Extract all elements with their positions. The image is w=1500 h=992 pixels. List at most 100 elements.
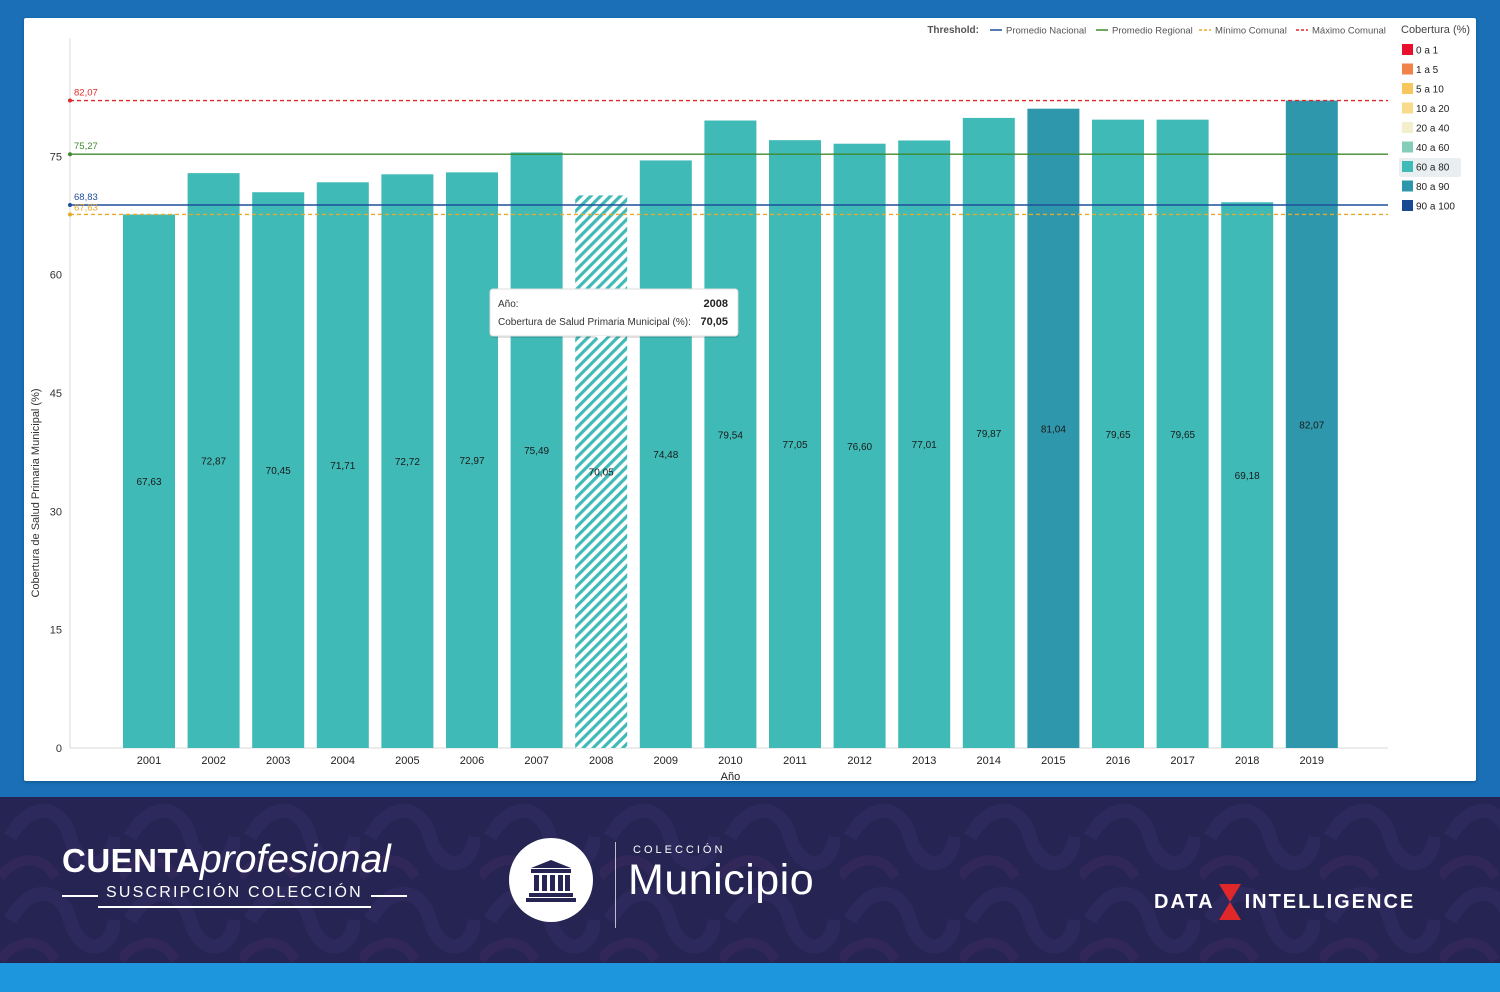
threshold-marker — [68, 203, 72, 208]
bar-2019 — [1285, 100, 1338, 748]
bar-2014 — [962, 117, 1015, 749]
color-legend-label: 80 a 90 — [1416, 182, 1450, 193]
tooltip-key: Cobertura de Salud Primaria Municipal (%… — [498, 317, 691, 328]
data-label: 70,05 — [589, 468, 614, 479]
color-legend-active-bg — [1399, 158, 1461, 177]
bar-2008 — [575, 195, 628, 749]
data-intelligence-logo: DATA INTELLIGENCE — [1154, 882, 1415, 922]
x-tick-label: 2008 — [589, 755, 613, 767]
threshold-value-label: 68,83 — [74, 192, 98, 203]
data-label: 67,63 — [136, 477, 161, 488]
data-label: 79,65 — [1170, 430, 1195, 441]
x-tick-label: 2009 — [654, 755, 678, 767]
data-label: 72,97 — [459, 456, 484, 467]
bar-2011 — [769, 140, 821, 748]
data-label: 82,07 — [1299, 420, 1324, 431]
x-tick-label: 2012 — [847, 755, 871, 767]
x-tick-label: 2010 — [718, 755, 742, 767]
threshold-marker — [68, 152, 72, 157]
x-tick-label: 2001 — [137, 755, 161, 767]
x-tick-label: 2007 — [524, 755, 548, 767]
y-tick-label: 45 — [50, 388, 62, 400]
color-legend-swatch — [1402, 200, 1413, 211]
footer-divider — [615, 842, 616, 928]
x-tick-label: 2006 — [460, 755, 484, 767]
bar-2002 — [187, 173, 240, 749]
x-tick-label: 2017 — [1170, 755, 1194, 767]
data-label: 69,18 — [1235, 471, 1260, 482]
color-legend-swatch — [1402, 122, 1413, 133]
color-legend-swatch — [1402, 102, 1413, 114]
bar-2006 — [446, 172, 498, 748]
threshold-marker — [68, 212, 72, 217]
color-legend-swatch — [1402, 161, 1413, 172]
bar-2016 — [1092, 119, 1144, 748]
tooltip-value: 2008 — [704, 298, 728, 310]
bar-2017 — [1156, 119, 1209, 748]
threshold-legend-label: Mínimo Comunal — [1215, 26, 1287, 37]
data-label: 79,65 — [1105, 430, 1130, 441]
brand-subtitle: SUSCRIPCIÓN COLECCIÓN — [98, 884, 371, 908]
bar-2015 — [1027, 108, 1080, 748]
data-label: 77,05 — [782, 440, 807, 451]
collection-label: COLECCIÓN — [633, 844, 726, 856]
y-axis-title: Cobertura de Salud Primaria Municipal (%… — [30, 388, 42, 597]
x-tick-label: 2011 — [783, 755, 807, 767]
color-legend-label: 10 a 20 — [1416, 104, 1450, 115]
threshold-value-label: 67,63 — [74, 202, 98, 213]
partner-right: INTELLIGENCE — [1244, 890, 1416, 913]
data-label: 72,87 — [201, 457, 226, 468]
color-legend-swatch — [1402, 83, 1413, 94]
color-legend-label: 0 a 1 — [1416, 46, 1439, 57]
color-legend-title: Cobertura (%) — [1401, 24, 1470, 36]
threshold-value-label: 82,07 — [74, 88, 98, 99]
color-legend-label: 40 a 60 — [1416, 143, 1450, 154]
color-legend-label: 1 a 5 — [1416, 65, 1439, 76]
data-label: 72,72 — [395, 457, 420, 468]
color-legend-label: 60 a 80 — [1416, 163, 1450, 174]
brand-bold: CUENTA — [62, 842, 201, 879]
y-tick-label: 75 — [50, 151, 62, 163]
bar-2005 — [381, 174, 434, 748]
footer-banner — [0, 797, 1500, 963]
bar-2012 — [833, 143, 886, 748]
footer-pattern — [0, 797, 1500, 963]
bar-2013 — [898, 140, 951, 748]
x-tick-label: 2002 — [201, 755, 225, 767]
data-label: 70,45 — [266, 466, 291, 477]
color-legend-label: 20 a 40 — [1416, 124, 1450, 135]
x-tick-label: 2018 — [1235, 755, 1259, 767]
cuenta-profesional-logo: CUENTA profesional SUSCRIPCIÓN COLECCIÓN — [62, 838, 407, 908]
data-label: 79,54 — [718, 430, 743, 441]
data-label: 79,87 — [976, 429, 1001, 440]
data-label: 75,49 — [524, 446, 549, 457]
bar-chart: 0 15 30 45 60 75 Cobertura de Salud Primaria M… — [30, 24, 1470, 781]
x-tick-label: 2019 — [1300, 755, 1324, 767]
x-tick-label: 2014 — [977, 755, 1001, 767]
threshold-legend-title: Threshold: — [927, 25, 979, 36]
municipio-building-icon — [509, 838, 593, 922]
x-tick-label: 2015 — [1041, 755, 1065, 767]
color-legend-swatch — [1402, 180, 1413, 192]
x-tick-label: 2004 — [331, 755, 355, 767]
color-legend-swatch — [1402, 44, 1413, 55]
x-axis-title: Año — [721, 771, 741, 781]
threshold-legend-label: Promedio Regional — [1112, 26, 1193, 37]
chart-card: 0 15 30 45 60 75 Cobertura de Salud Primaria M… — [24, 18, 1476, 781]
bar-2004 — [316, 182, 369, 748]
data-label: 71,71 — [330, 461, 355, 472]
brand-italic: profesional — [200, 838, 391, 881]
x-tick-label: 2005 — [395, 755, 419, 767]
tooltip-box — [489, 288, 739, 337]
bottom-strip — [0, 963, 1500, 992]
y-tick-label: 60 — [50, 270, 62, 282]
data-label: 77,01 — [912, 440, 937, 451]
tooltip-pointer — [595, 336, 608, 342]
brand-rule-right — [370, 895, 407, 897]
color-legend-label: 90 a 100 — [1416, 202, 1455, 213]
threshold-marker — [68, 98, 72, 103]
data-label: 81,04 — [1041, 424, 1066, 435]
y-tick-label: 0 — [56, 743, 62, 755]
brand-rule-left — [62, 895, 98, 897]
tooltip-key: Año: — [498, 299, 519, 310]
